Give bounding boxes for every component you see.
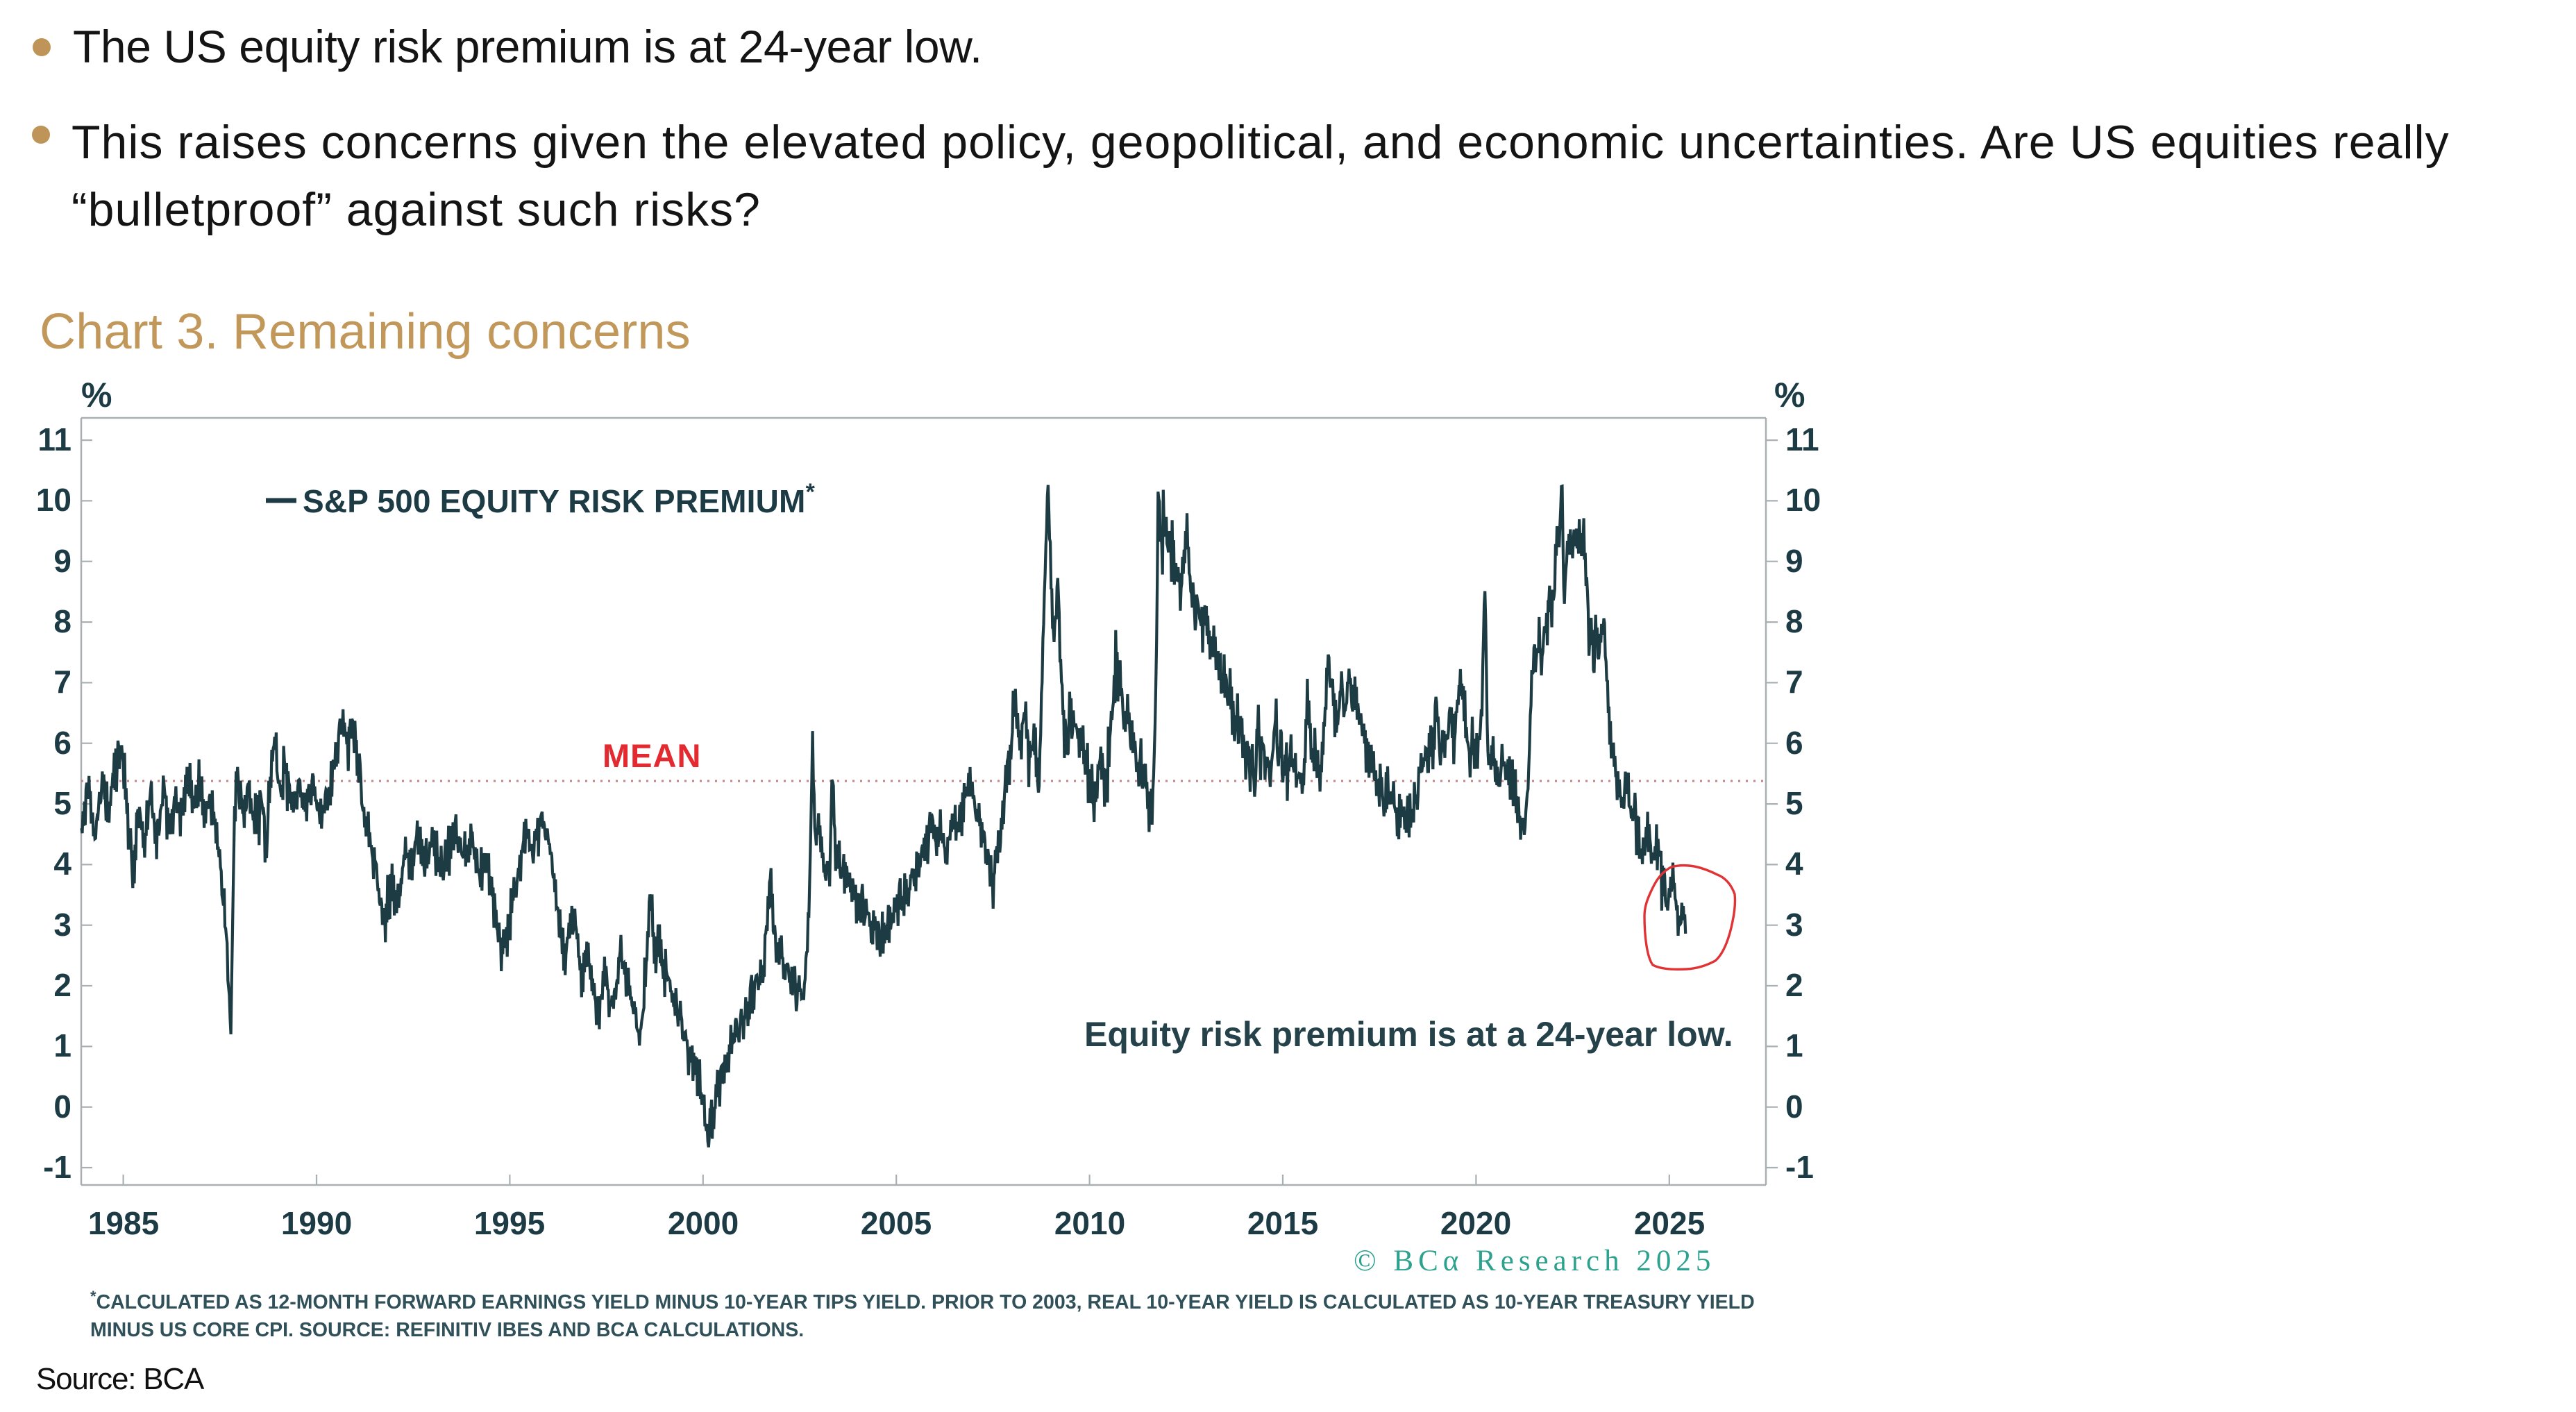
- svg-text:9: 9: [53, 543, 71, 579]
- svg-text:1995: 1995: [474, 1205, 545, 1241]
- svg-text:%: %: [81, 376, 112, 414]
- svg-text:3: 3: [53, 907, 71, 943]
- svg-text:MEAN: MEAN: [603, 737, 701, 774]
- svg-text:-1: -1: [43, 1149, 71, 1185]
- svg-text:10: 10: [36, 482, 71, 518]
- svg-text:2: 2: [53, 967, 71, 1003]
- svg-text:5: 5: [53, 785, 71, 821]
- svg-text:1: 1: [1785, 1027, 1803, 1064]
- svg-text:%: %: [1774, 376, 1805, 414]
- svg-text:7: 7: [1785, 664, 1803, 700]
- svg-text:© BCα Research 2025: © BCα Research 2025: [1354, 1245, 1715, 1277]
- svg-text:1985: 1985: [88, 1205, 159, 1241]
- svg-text:2020: 2020: [1440, 1205, 1511, 1241]
- svg-text:5: 5: [1785, 785, 1803, 821]
- svg-text:6: 6: [53, 725, 71, 761]
- svg-text:9: 9: [1785, 543, 1803, 579]
- svg-text:1: 1: [53, 1027, 71, 1064]
- svg-text:2: 2: [1785, 967, 1803, 1003]
- svg-text:Equity risk premium is at a 24: Equity risk premium is at a 24-year low.: [1084, 1015, 1733, 1054]
- svg-text:1990: 1990: [281, 1205, 352, 1241]
- svg-text:6: 6: [1785, 725, 1803, 761]
- svg-text:4: 4: [53, 846, 71, 882]
- svg-text:3: 3: [1785, 907, 1803, 943]
- svg-text:2010: 2010: [1054, 1205, 1125, 1241]
- svg-text:11: 11: [1785, 421, 1819, 457]
- svg-text:2005: 2005: [861, 1205, 932, 1241]
- svg-text:8: 8: [1785, 603, 1803, 639]
- svg-text:0: 0: [1785, 1089, 1803, 1125]
- svg-text:8: 8: [53, 603, 71, 639]
- svg-text:0: 0: [53, 1089, 71, 1125]
- svg-text:11: 11: [37, 421, 71, 457]
- svg-text:2025: 2025: [1634, 1205, 1705, 1241]
- svg-text:S&P 500 EQUITY RISK PREMIUM*: S&P 500 EQUITY RISK PREMIUM*: [303, 479, 816, 519]
- svg-text:7: 7: [53, 664, 71, 700]
- svg-text:2015: 2015: [1247, 1205, 1318, 1241]
- svg-text:-1: -1: [1785, 1149, 1814, 1185]
- svg-text:4: 4: [1785, 846, 1803, 882]
- svg-text:10: 10: [1785, 482, 1821, 518]
- svg-text:2000: 2000: [668, 1205, 739, 1241]
